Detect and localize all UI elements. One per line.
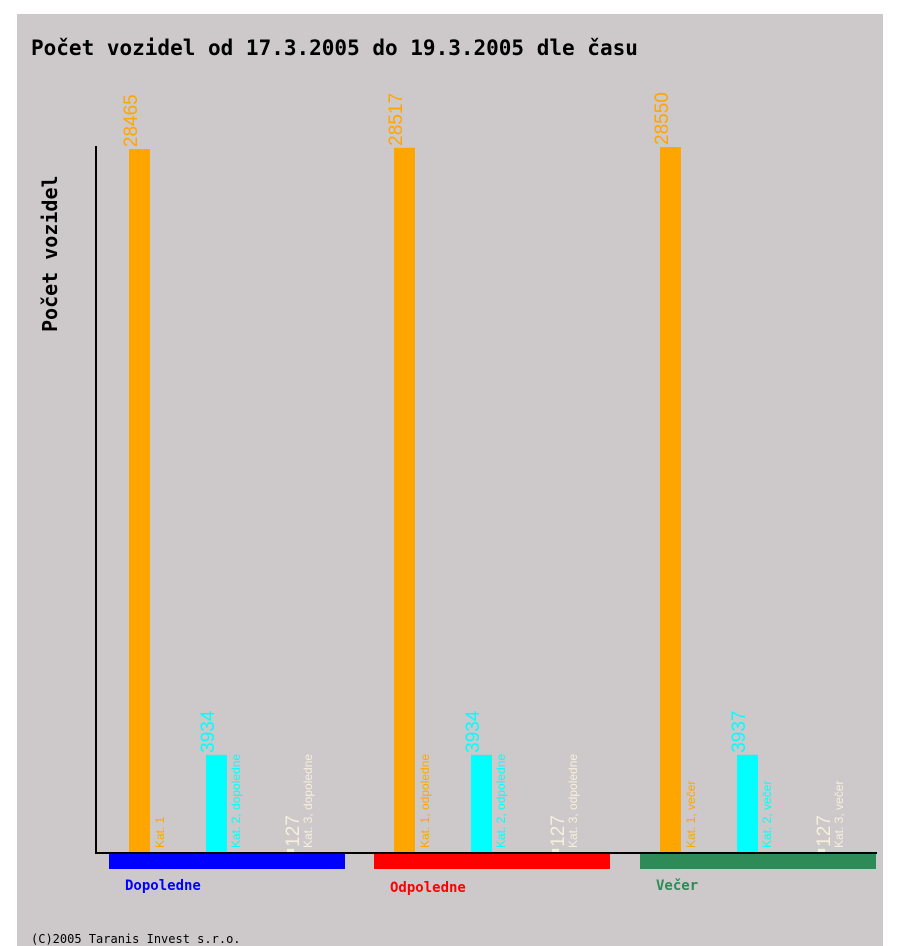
group-label: Večer [656, 878, 698, 894]
bar-1-1 [471, 754, 492, 852]
bar-0-2 [287, 848, 294, 852]
bar-2-0 [660, 147, 681, 852]
group-label: Dopoledne [125, 878, 201, 894]
bar-value-label: 28550 [652, 92, 673, 145]
bar-value-label: 127 [548, 815, 569, 847]
bar-1-2 [552, 848, 559, 852]
bar-value-label: 127 [814, 815, 835, 847]
copyright-text: (C)2005 Taranis Invest s.r.o. [31, 932, 241, 946]
bar-value-label: 127 [283, 815, 304, 847]
bar-value-label: 3937 [729, 711, 750, 753]
bar-category-label: Kat. 1, odpoledne [418, 754, 432, 848]
bar-category-label: Kat. 2, večer [760, 781, 774, 848]
chart-frame: Počet vozidel od 17.3.2005 do 19.3.2005 … [17, 14, 883, 946]
chart-title: Počet vozidel od 17.3.2005 do 19.3.2005 … [31, 36, 638, 60]
bar-value-label: 3934 [463, 710, 484, 753]
bar-0-1 [206, 754, 227, 852]
bar-category-label: Kat. 3, dopoledne [301, 754, 315, 848]
y-axis-label: Počet vozidel [38, 175, 62, 332]
bar-value-label: 28465 [121, 94, 142, 147]
bar-value-label: 3934 [198, 710, 219, 753]
bar-2-2 [818, 848, 825, 852]
group-color-band [640, 854, 876, 869]
bar-category-label: Kat. 3, večer [832, 781, 846, 848]
bar-category-label: Kat. 1 [153, 816, 167, 848]
group-color-band [109, 854, 345, 869]
bar-category-label: Kat. 2, odpoledne [494, 754, 508, 848]
bar-value-label: 28517 [386, 93, 407, 146]
bar-2-1 [737, 754, 758, 852]
bar-category-label: Kat. 2, dopoledne [229, 754, 243, 848]
group-label: Odpoledne [390, 880, 466, 896]
bar-category-label: Kat. 1, večer [684, 781, 698, 848]
bar-1-0 [394, 147, 415, 852]
group-color-band [374, 854, 610, 869]
bar-category-label: Kat. 3, odpoledne [566, 754, 580, 848]
bar-0-0 [129, 149, 150, 853]
bar-chart: Počet vozidel od 17.3.2005 do 19.3.2005 … [31, 36, 877, 946]
